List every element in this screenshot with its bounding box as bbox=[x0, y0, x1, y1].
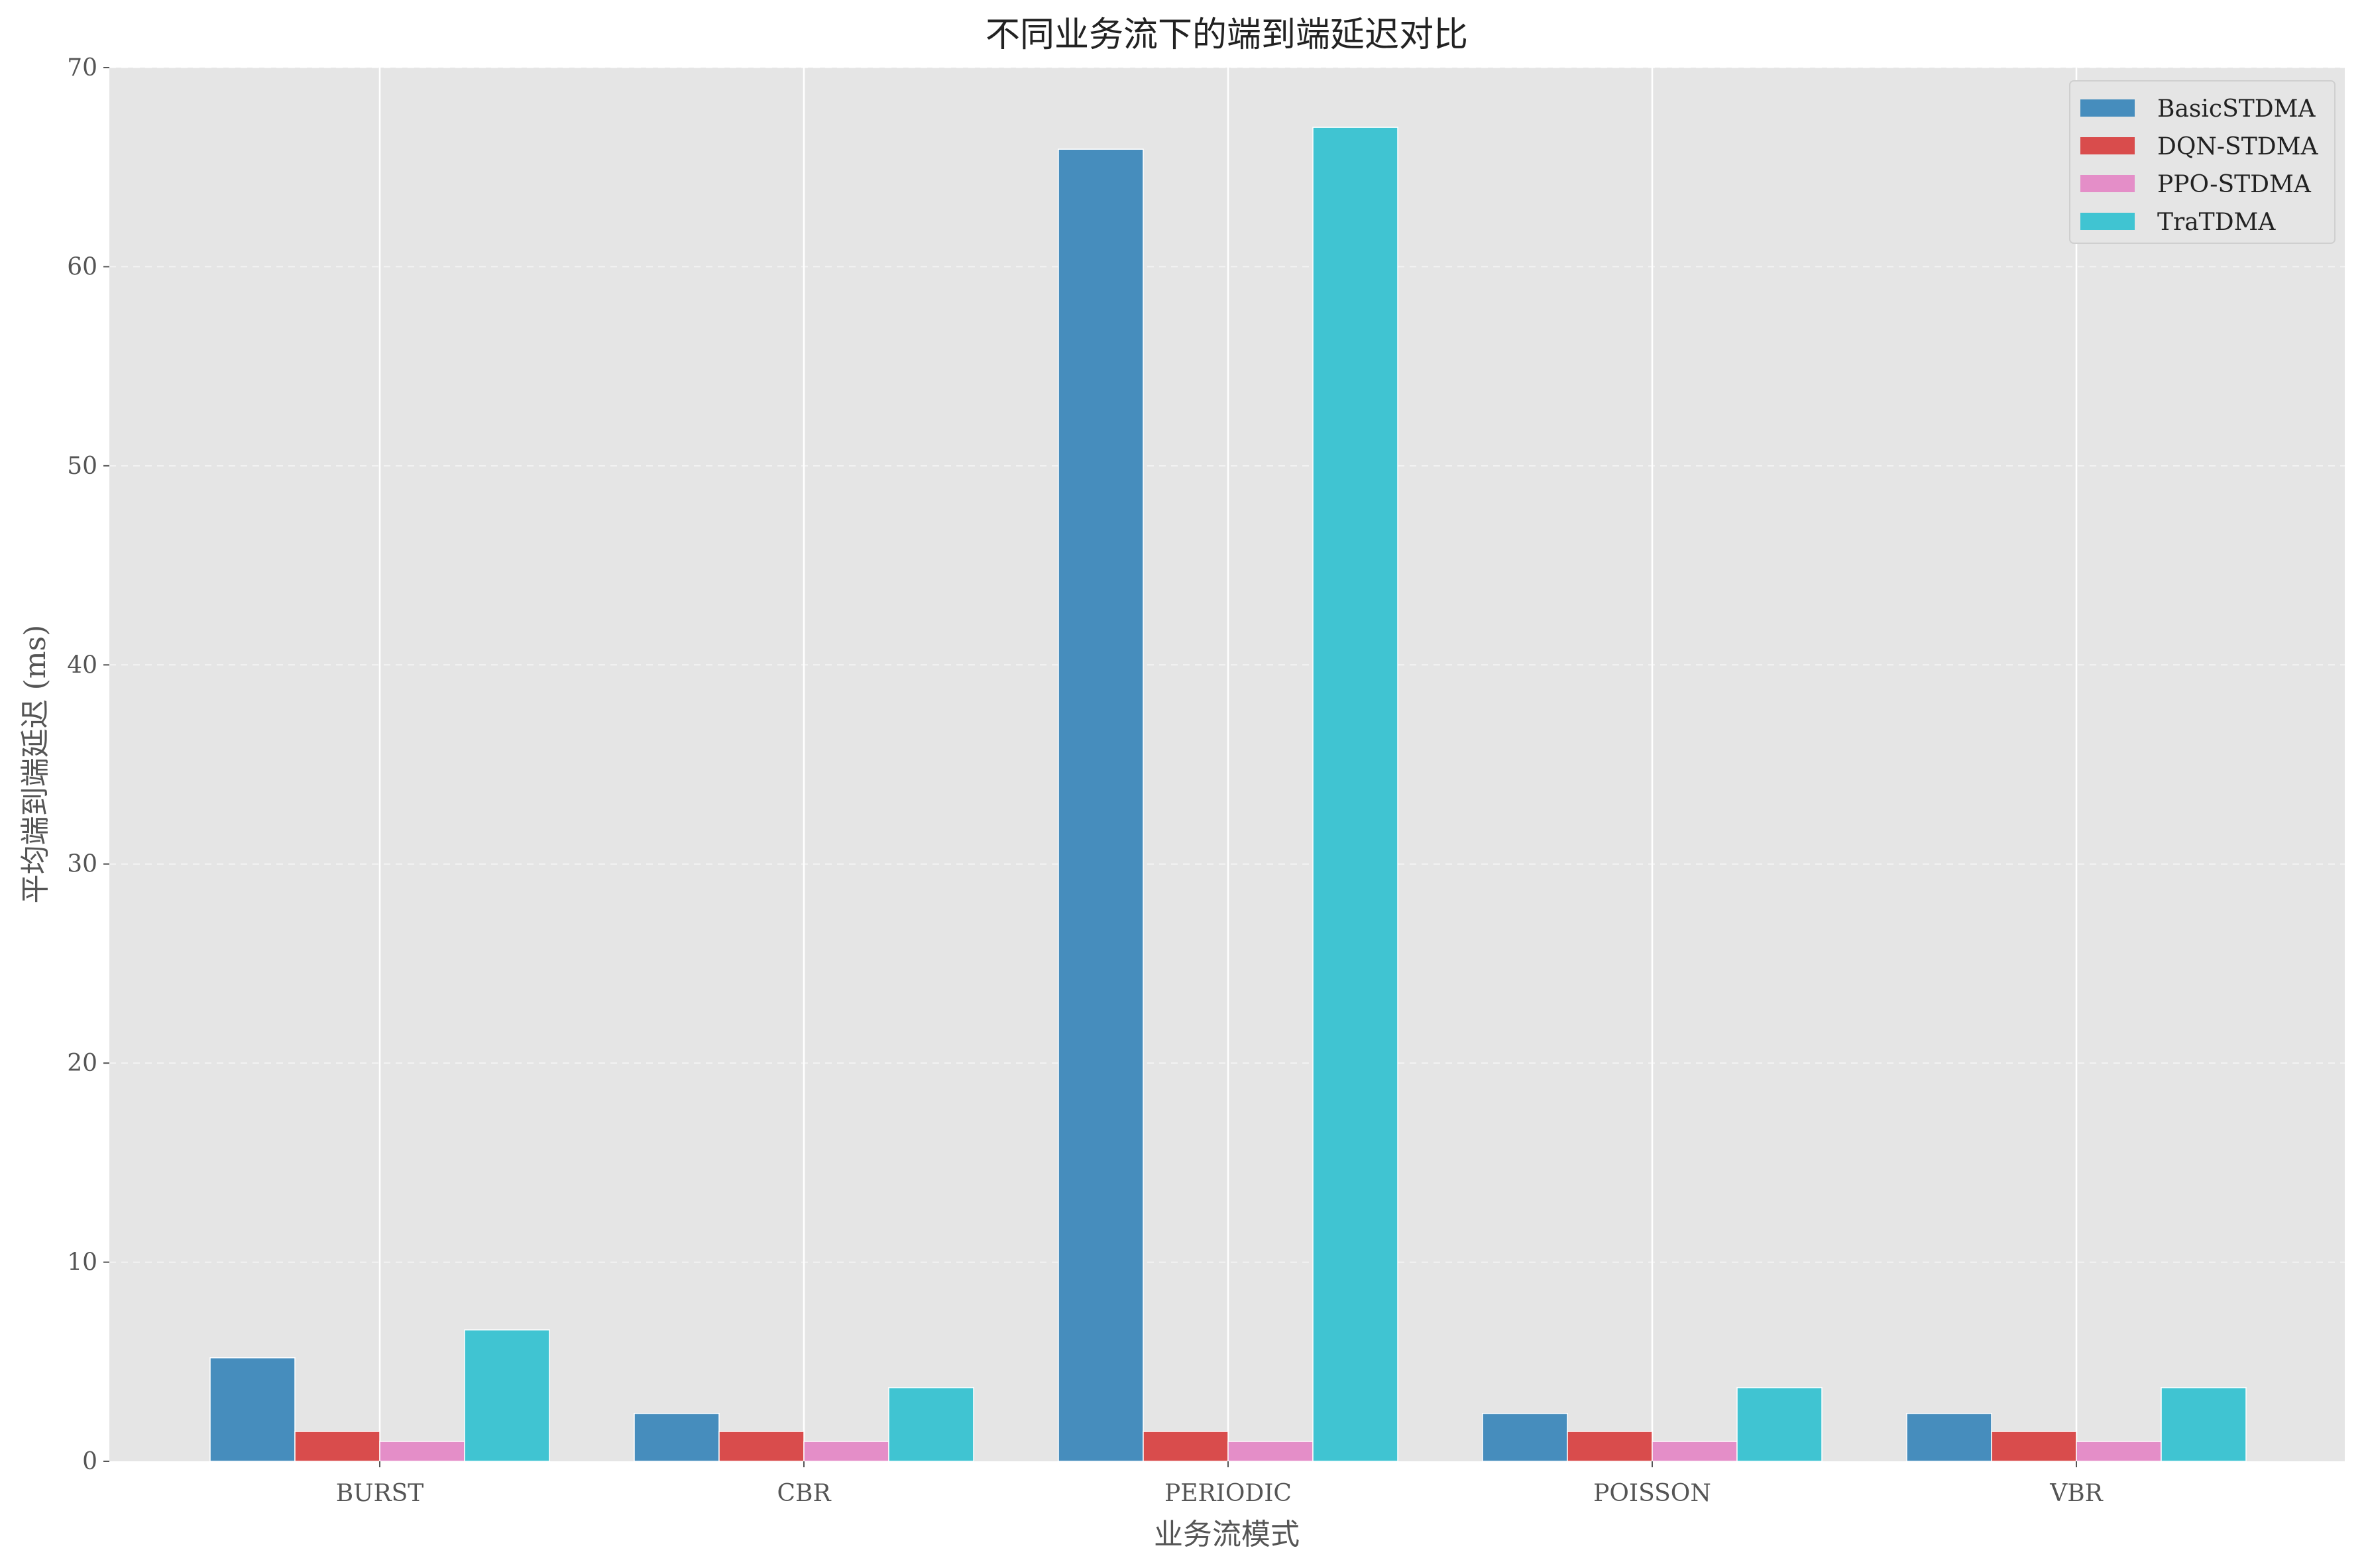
x-tick-label: VBR bbox=[2049, 1480, 2103, 1507]
y-tick-label: 60 bbox=[67, 253, 97, 280]
y-tick-label: 0 bbox=[82, 1448, 97, 1475]
bar-PPO-STDMA-VBR bbox=[2076, 1441, 2162, 1462]
bar-PPO-STDMA-PERIODIC bbox=[1227, 1441, 1314, 1462]
axes: 0 10 20 30 40 50 60 70 BURST CBR PERIODIC POISSON VB… bbox=[67, 54, 2103, 1507]
plot-area bbox=[109, 68, 2345, 1461]
legend-swatch bbox=[2080, 175, 2135, 192]
bar-BasicSTDMA-POISSON bbox=[1482, 1413, 1568, 1462]
bar-DQN-STDMA-POISSON bbox=[1567, 1431, 1653, 1462]
bar-PPO-STDMA-BURST bbox=[379, 1441, 465, 1462]
bar-DQN-STDMA-CBR bbox=[718, 1431, 805, 1462]
bar-BasicSTDMA-PERIODIC bbox=[1058, 148, 1144, 1462]
legend-label: DQN-STDMA bbox=[2157, 133, 2318, 160]
x-tick-label: PERIODIC bbox=[1164, 1480, 1292, 1507]
bar-BasicSTDMA-BURST bbox=[209, 1357, 296, 1462]
bar-TraTDMA-CBR bbox=[888, 1387, 974, 1462]
legend-swatch bbox=[2080, 137, 2135, 154]
y-tick-label: 70 bbox=[67, 54, 97, 82]
bars bbox=[209, 127, 2247, 1462]
y-axis-label: 平均端到端延迟 (ms) bbox=[19, 625, 52, 904]
x-tick-label: CBR bbox=[777, 1480, 831, 1507]
x-tick-label: POISSON bbox=[1593, 1480, 1711, 1507]
legend-swatch bbox=[2080, 213, 2135, 230]
bar-BasicSTDMA-CBR bbox=[634, 1413, 720, 1462]
bar-TraTDMA-POISSON bbox=[1736, 1387, 1823, 1462]
legend-swatch bbox=[2080, 99, 2135, 117]
x-tick-label: BURST bbox=[336, 1480, 424, 1507]
y-tick-label: 30 bbox=[67, 851, 97, 878]
bar-PPO-STDMA-CBR bbox=[803, 1441, 889, 1462]
bar-TraTDMA-VBR bbox=[2161, 1387, 2247, 1462]
x-axis-label: 业务流模式 bbox=[1154, 1518, 1300, 1551]
bar-DQN-STDMA-VBR bbox=[1991, 1431, 2077, 1462]
legend: BasicSTDMA DQN-STDMA PPO-STDMA TraTDMA bbox=[2069, 80, 2336, 244]
grid bbox=[109, 67, 2345, 1461]
y-tick-label: 50 bbox=[67, 453, 97, 480]
bar-TraTDMA-PERIODIC bbox=[1312, 127, 1398, 1462]
y-tick-label: 10 bbox=[67, 1249, 97, 1276]
bar-DQN-STDMA-PERIODIC bbox=[1143, 1431, 1229, 1462]
bar-TraTDMA-BURST bbox=[464, 1329, 550, 1462]
bar-BasicSTDMA-VBR bbox=[1906, 1413, 1992, 1462]
legend-label: TraTDMA bbox=[2157, 209, 2276, 236]
bar-PPO-STDMA-POISSON bbox=[1652, 1441, 1738, 1462]
legend-box bbox=[2069, 80, 2336, 244]
legend-label: BasicSTDMA bbox=[2157, 95, 2316, 123]
bar-DQN-STDMA-BURST bbox=[294, 1431, 380, 1462]
y-tick-label: 20 bbox=[67, 1050, 97, 1077]
chart-title: 不同业务流下的端到端延迟对比 bbox=[986, 15, 1468, 55]
legend-label: PPO-STDMA bbox=[2157, 171, 2312, 198]
y-tick-label: 40 bbox=[67, 651, 97, 679]
